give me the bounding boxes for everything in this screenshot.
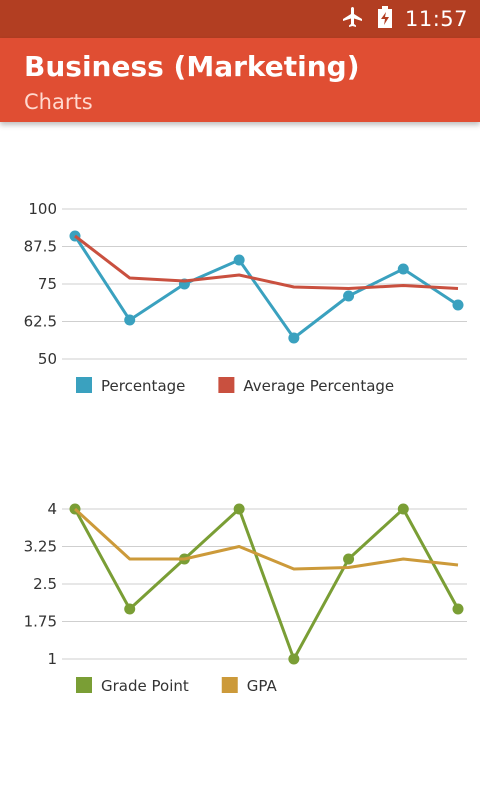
legend-label: GPA: [247, 677, 278, 695]
data-point[interactable]: [452, 603, 464, 615]
y-tick-label: 1: [47, 650, 57, 668]
data-point[interactable]: [288, 653, 300, 665]
legend-swatch: [218, 377, 235, 393]
series-line-1: [73, 235, 459, 340]
percentage-chart: 100 87.5 75 62.5 50 Percentage Average Percent…: [24, 200, 467, 395]
y-tick-label: 100: [28, 200, 57, 218]
series-line-1: [73, 507, 460, 661]
data-point[interactable]: [233, 254, 245, 266]
legend-label: Average Percentage: [243, 377, 394, 395]
y-tick-label: 4: [47, 500, 57, 518]
data-point[interactable]: [397, 503, 409, 515]
y-tick-label: 75: [38, 275, 57, 293]
y-tick-label: 50: [38, 350, 57, 368]
y-tick-label: 87.5: [24, 238, 57, 256]
y-tick-label: 2.5: [33, 575, 57, 593]
legend-label: Grade Point: [101, 677, 189, 695]
battery-charging-icon: [377, 5, 393, 34]
data-point[interactable]: [124, 603, 136, 615]
y-tick-label: 3.25: [24, 538, 57, 556]
legend-swatch: [76, 677, 92, 693]
y-tick-label: 62.5: [24, 313, 57, 331]
page-subtitle: Charts: [24, 90, 93, 114]
status-bar: 11:57: [0, 0, 480, 38]
data-point[interactable]: [452, 299, 464, 311]
legend-label: Percentage: [101, 377, 185, 395]
status-time: 11:57: [404, 7, 468, 31]
airplane-mode-icon: [341, 5, 365, 34]
data-point[interactable]: [397, 263, 409, 275]
data-point[interactable]: [343, 553, 355, 565]
series-line-2: [73, 507, 459, 571]
app-bar: Business (Marketing) Charts: [0, 38, 480, 122]
data-point[interactable]: [124, 314, 136, 326]
data-point[interactable]: [233, 503, 245, 515]
data-point[interactable]: [343, 290, 355, 302]
data-point[interactable]: [288, 332, 300, 344]
series-line-2: [74, 234, 459, 290]
legend-swatch: [76, 377, 92, 393]
y-tick-label: 1.75: [24, 613, 57, 631]
status-icons: 11:57: [341, 0, 468, 38]
legend-swatch: [221, 677, 238, 693]
page-title: Business (Marketing): [24, 50, 360, 83]
grade-point-chart: 4 3.25 2.5 1.75 1 Grade Point GPA: [24, 500, 467, 695]
